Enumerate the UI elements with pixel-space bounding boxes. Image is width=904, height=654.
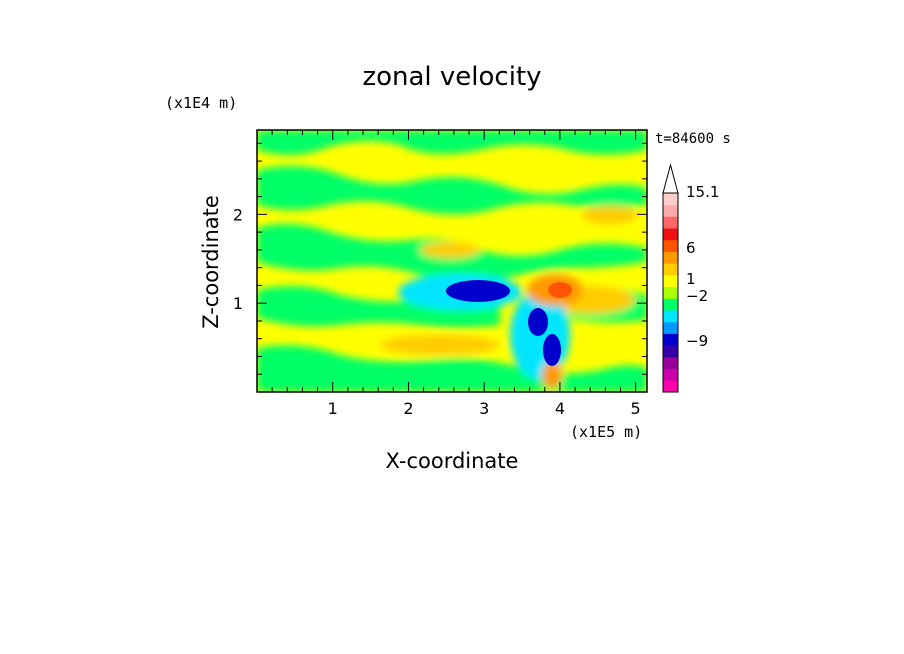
colorbar-tick-label: −2 <box>686 287 708 305</box>
chart-title: zonal velocity <box>362 62 541 92</box>
colorbar-over-arrow <box>662 163 679 194</box>
plot-area <box>257 130 647 392</box>
colorbar-tick-label: 15.1 <box>686 183 719 201</box>
colorbar-swatch <box>663 239 678 252</box>
colorbar-swatch <box>663 310 678 323</box>
x-tick-label: 5 <box>631 399 641 418</box>
colorbar: 15.1 6 1−2 −9 <box>662 163 719 393</box>
contour-blue-lower-1 <box>528 308 548 336</box>
colorbar-swatch <box>663 251 678 264</box>
colorbar-tick-label: 1 <box>686 270 696 288</box>
colorbar-frame <box>662 192 679 393</box>
colorbar-swatch <box>663 228 678 241</box>
x-tick-label: 4 <box>555 399 565 418</box>
colorbar-swatch <box>663 216 678 229</box>
contour-orange-mid-left <box>420 242 480 258</box>
contour-orange-upper <box>582 206 638 224</box>
colorbar-swatch <box>663 286 678 299</box>
colorbar-swatch <box>663 193 678 206</box>
colorbar-swatch <box>663 368 678 381</box>
contour-green-top <box>257 130 647 155</box>
colorbar-tick-label: −9 <box>686 332 708 350</box>
contour-orange-low <box>380 335 500 355</box>
x-tick-label: 2 <box>403 399 413 418</box>
contour-green-band-3 <box>257 286 500 328</box>
y-axis: 12 <box>233 142 647 375</box>
y-unit-label: (x1E4 m) <box>165 94 237 112</box>
contour-green-band-1 <box>257 166 647 215</box>
x-axis: 1 2 3 4 5 <box>271 130 641 418</box>
contour-blue-lower-2 <box>543 334 561 366</box>
colorbar-swatch <box>663 380 678 393</box>
colorbar-swatch <box>663 333 678 346</box>
colorbar-swatch <box>663 345 678 358</box>
colorbar-swatch <box>663 321 678 334</box>
colorbar-swatch <box>663 274 678 288</box>
time-label: t=84600 s <box>655 131 731 147</box>
contour-orange-deep <box>542 361 562 389</box>
x-tick-label: 1 <box>328 399 338 418</box>
colorbar-swatch <box>663 263 678 276</box>
y-tick-label: 2 <box>233 205 243 224</box>
y-axis-label: Z-coordinate <box>199 195 223 329</box>
colorbar-swatch <box>663 356 678 369</box>
y-tick-label: 1 <box>233 294 243 313</box>
x-axis-label: X-coordinate <box>386 449 519 473</box>
contour-blue-jet <box>446 280 510 302</box>
colorbar-tick-label: 6 <box>686 239 696 257</box>
colorbar-swatch <box>663 204 678 217</box>
x-unit-label: (x1E5 m) <box>570 423 642 441</box>
x-tick-label: 3 <box>479 399 489 418</box>
contour-red-core <box>548 282 572 298</box>
plot-frame <box>256 129 648 393</box>
colorbar-swatch <box>663 298 678 311</box>
